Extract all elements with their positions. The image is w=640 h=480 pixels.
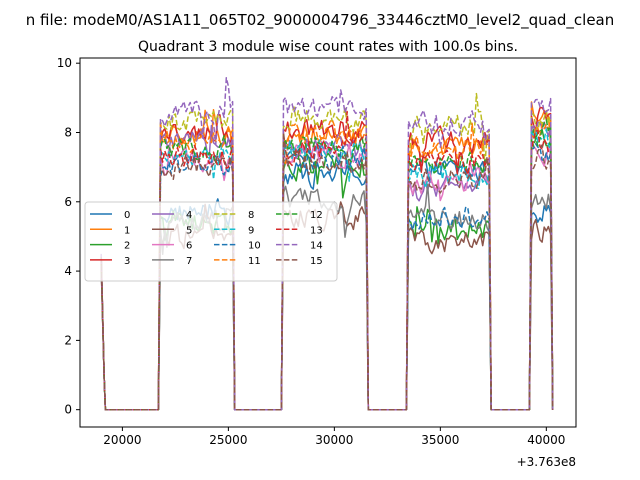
x-tick-label: 40000 [527, 433, 565, 447]
legend-label: 4 [186, 210, 192, 221]
legend-label: 11 [248, 256, 261, 267]
legend-item-11[interactable]: 11 [214, 256, 261, 267]
legend-label: 2 [124, 241, 130, 252]
legend-box [84, 201, 338, 282]
legend-label: 0 [124, 210, 130, 221]
legend-item-9[interactable]: 9 [214, 225, 254, 236]
series-line-4 [100, 121, 554, 411]
x-tick-label: 20000 [103, 433, 141, 447]
y-tick-label: 6 [64, 195, 72, 209]
legend-label: 15 [310, 256, 323, 267]
x-tick-label: 35000 [421, 433, 459, 447]
legend-label: 3 [124, 256, 130, 267]
x-tick-label: 25000 [209, 433, 247, 447]
legend-item-0[interactable]: 0 [90, 210, 130, 221]
x-axis: 20000 25000 30000 35000 40000 [103, 427, 565, 447]
y-axis: 0 2 4 6 8 10 [57, 56, 80, 417]
legend-label: 6 [186, 241, 192, 252]
legend-item-15[interactable]: 15 [276, 256, 323, 267]
legend-label: 9 [248, 225, 254, 236]
legend-item-4[interactable]: 4 [152, 210, 192, 221]
series-line-8 [100, 92, 554, 411]
legend-item-5[interactable]: 5 [152, 225, 192, 236]
x-axis-offset-label: +3.763e8 [517, 455, 576, 469]
series-line-14 [100, 77, 554, 411]
x-tick-label: 30000 [315, 433, 353, 447]
y-tick-label: 10 [57, 56, 72, 70]
legend-item-3[interactable]: 3 [90, 256, 130, 267]
series-line-15 [100, 132, 554, 411]
legend-label: 1 [124, 225, 130, 236]
y-tick-label: 2 [64, 333, 72, 347]
legend-item-12[interactable]: 12 [276, 210, 323, 221]
chart-title: Quadrant 3 module wise count rates with … [138, 39, 518, 55]
legend-item-10[interactable]: 10 [214, 241, 261, 252]
legend-item-14[interactable]: 14 [276, 241, 323, 252]
y-tick-label: 8 [64, 125, 72, 139]
legend-label: 12 [310, 210, 323, 221]
legend-item-13[interactable]: 13 [276, 225, 323, 236]
y-tick-label: 0 [64, 403, 72, 417]
axes-frame [79, 57, 577, 428]
legend-label: 7 [186, 256, 192, 267]
series-line-12 [100, 119, 554, 411]
y-tick-label: 4 [64, 264, 72, 278]
legend-item-7[interactable]: 7 [152, 256, 192, 267]
figure-suptitle: n file: modeM0/AS1A11_065T02_9000004796_… [26, 11, 615, 30]
legend-item-8[interactable]: 8 [214, 210, 254, 221]
legend-label: 14 [310, 241, 323, 252]
legend-label: 5 [186, 225, 192, 236]
series-line-10 [100, 143, 554, 411]
legend-item-2[interactable]: 2 [90, 241, 130, 252]
legend-label: 10 [248, 241, 261, 252]
legend-label: 8 [248, 210, 254, 221]
series-line-0 [100, 156, 554, 411]
series-line-13 [100, 110, 554, 411]
series-line-11 [100, 118, 554, 411]
legend-item-1[interactable]: 1 [90, 225, 130, 236]
legend-item-6[interactable]: 6 [152, 241, 192, 252]
legend-label: 13 [310, 225, 323, 236]
